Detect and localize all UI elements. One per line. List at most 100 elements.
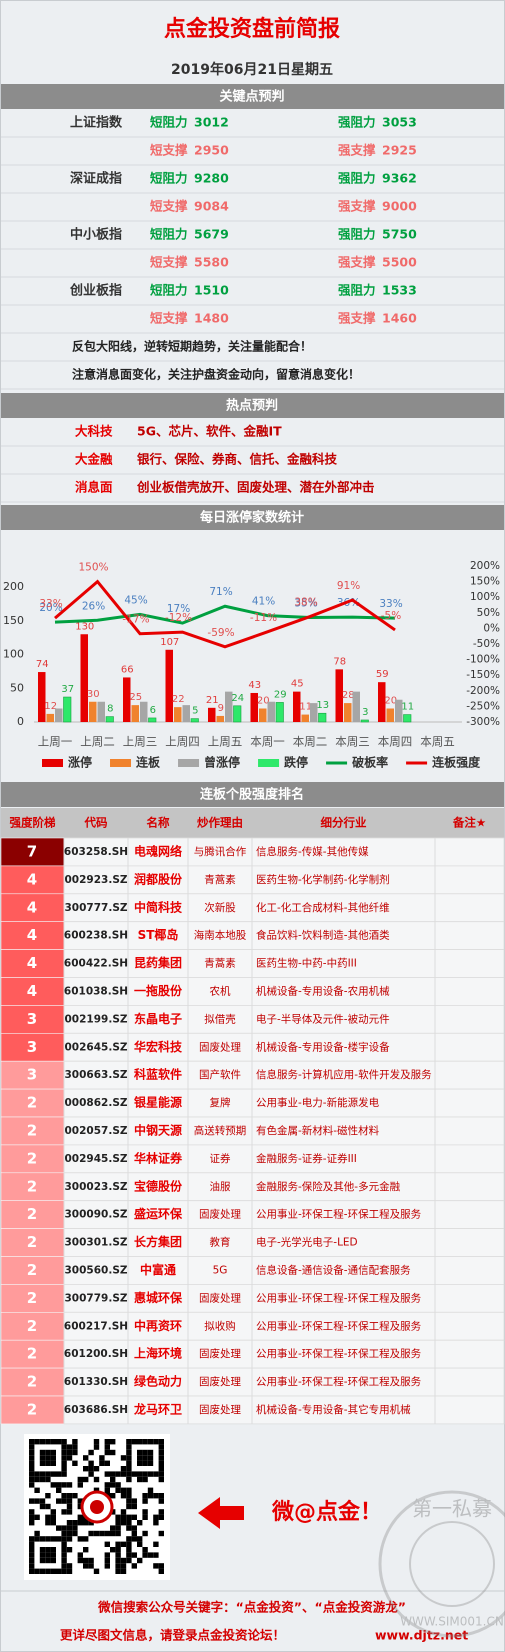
qr-module [29,1552,35,1558]
bar-label: 8 [107,704,113,715]
qr-module [72,1525,78,1531]
table-cell: 5G [213,1264,228,1276]
table-cell: 300090.SZ [65,1209,128,1221]
qr-module [39,1503,46,1510]
level-value: 9362 [382,171,417,186]
qr-module [115,1541,121,1547]
table-row [63,893,505,923]
level-value: 5750 [382,227,417,242]
qr-module [88,1460,94,1466]
table-cell: 龙马环卫 [134,1401,182,1416]
qr-module [137,1536,143,1542]
bar-label: 45 [291,679,304,690]
qr-module [126,1547,132,1553]
table-row [63,949,505,978]
qr-module [158,1476,164,1483]
bar [259,708,267,722]
x-tick-label: 本周三 [335,735,370,749]
level-label: 短阻力 [150,283,188,298]
qr-module [142,1509,148,1515]
table-cell: 复牌 [210,1096,231,1109]
table-cell: 机械设备-专用设备-其它专用机械 [256,1403,411,1416]
section-header [1,505,504,530]
table-cell: 中钢天源 [134,1122,182,1137]
level-label: 短支撑 [150,143,188,158]
footer-more: 更详尽图文信息，请登录点金投资论坛！ [60,1628,285,1643]
qr-module [83,1536,89,1542]
qr-module [77,1552,83,1558]
table-cell: 信息服务-传媒-其他传媒 [256,845,369,858]
qr-module [45,1520,51,1526]
bar [140,701,148,722]
table-cell: 中再资环 [134,1318,182,1333]
legend-label: 连板 [136,755,161,770]
column-header: 强度阶梯 [10,816,56,830]
bar-label: 30 [87,689,100,700]
bar [97,701,105,722]
table-cell: 固废处理 [199,1291,241,1304]
qr-module [153,1563,159,1569]
qr-module [39,1455,46,1461]
strength-cell [0,921,65,950]
qr-logo [90,1500,104,1514]
bar-label: 12 [44,701,57,712]
table-cell: 300301.SZ [65,1237,128,1249]
qr-module [115,1520,121,1526]
table-cell: 3 [27,1010,37,1028]
qr-module [93,1476,100,1483]
table-cell: 一拖股份 [134,983,183,998]
qr-module [29,1541,35,1547]
watermark-name: 第一私募 [412,1497,492,1521]
qr-module [66,1503,73,1510]
bar-label: 130 [75,621,94,632]
qr-module [158,1493,164,1499]
qr-module [131,1530,137,1537]
line-label: 38% [294,597,317,609]
qr-module [131,1552,137,1558]
table-cell: 拟借壳 [204,1012,236,1025]
qr-module [147,1552,154,1558]
qr-module [126,1439,132,1445]
watermark: 第一私募 WWW.SIM001.CN [378,1490,505,1638]
y2-tick-label: 200% [470,560,500,572]
qr-module [115,1471,121,1477]
qr-module [39,1536,46,1542]
qr-module [50,1509,56,1515]
qr-module [120,1493,127,1499]
table-cell: 昆药集团 [134,955,182,970]
strength-cell [0,1005,65,1034]
line [54,604,396,625]
qr-module [29,1514,35,1520]
qr-module [137,1471,143,1477]
table-cell: 2 [27,1121,37,1139]
qr-module [126,1525,132,1531]
qr-module [158,1568,164,1574]
table-cell: 公用事业-环保工程-环保工程及服务 [256,1208,422,1221]
qr-module [50,1536,56,1542]
qr-module [104,1449,110,1456]
qr-module [56,1471,62,1477]
section-header [1,84,504,109]
bar [190,718,199,723]
qr-module [115,1552,121,1558]
bar [182,705,190,722]
qr-module [110,1482,116,1488]
qr-module [72,1444,78,1450]
level-label: 短阻力 [150,115,188,130]
column-header: 细分行业 [321,816,367,830]
qr-module [147,1449,154,1456]
qr-module [88,1530,94,1537]
table-cell: 002923.SZ [65,874,128,886]
column-header: 炒作理由 [197,816,243,830]
qr-module [29,1482,35,1488]
bar-label: 20 [257,696,270,707]
bar-label: 11 [401,702,414,713]
table-cell: 2 [27,1400,37,1418]
bar [80,634,88,722]
table-cell: 公用事业-环保工程-环保工程及服务 [256,1319,422,1332]
qr-module [158,1563,164,1569]
level-label: 强支撑 [338,199,376,214]
table-cell: 600217.SH [64,1320,128,1332]
table-cell: 2 [27,1094,37,1112]
qr-module [45,1503,51,1510]
